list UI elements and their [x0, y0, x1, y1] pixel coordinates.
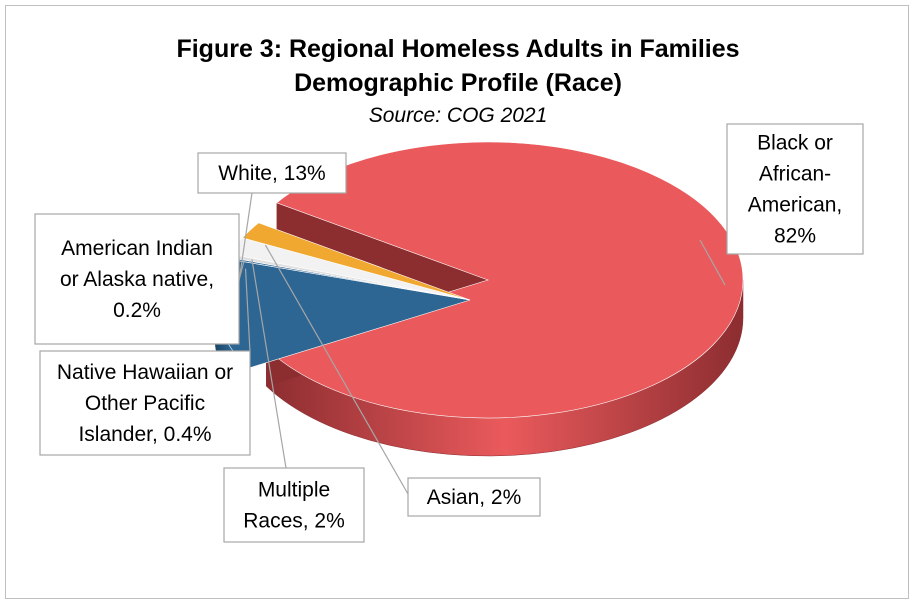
leader-line: [244, 268, 251, 353]
data-label-text: American,: [748, 194, 843, 217]
data-label-text: Black or: [757, 132, 833, 155]
leader-line: [699, 239, 726, 286]
data-label-text: Native Hawaiian or: [57, 361, 233, 384]
data-label-text: Islander, 0.4%: [78, 423, 211, 446]
data-label-text: 0.2%: [113, 299, 161, 322]
data-label-box: [197, 152, 347, 194]
leader-line: [238, 260, 245, 281]
data-label-box: [39, 350, 251, 456]
pie-slice: [241, 222, 471, 301]
chart-title-line1: Figure 3: Regional Homeless Adults in Fa…: [176, 35, 740, 63]
pie-slice: [265, 141, 744, 419]
data-label-box: [34, 213, 240, 345]
leader-line: [264, 244, 409, 495]
data-label-text: White, 13%: [218, 162, 325, 185]
leader-line: [251, 259, 287, 469]
data-label-text: Races, 2%: [243, 510, 345, 533]
data-label-text: Asian, 2%: [427, 486, 522, 509]
data-label-text: or Alaska native,: [60, 268, 214, 291]
data-label-text: 82%: [774, 225, 816, 248]
data-label-box: [726, 123, 864, 255]
chart-subtitle: Source: COG 2021: [368, 104, 548, 127]
chart-title: Figure 3: Regional Homeless Adults in Fa…: [0, 32, 916, 100]
data-label-text: Other Pacific: [85, 392, 205, 415]
data-label-text: American Indian: [61, 237, 213, 260]
chart-title-line2: Demographic Profile (Race): [294, 69, 622, 97]
data-label-text: African-: [759, 163, 831, 186]
data-label-text: Multiple: [258, 479, 330, 502]
data-label-box: [223, 467, 365, 543]
data-label-box: [407, 477, 541, 517]
